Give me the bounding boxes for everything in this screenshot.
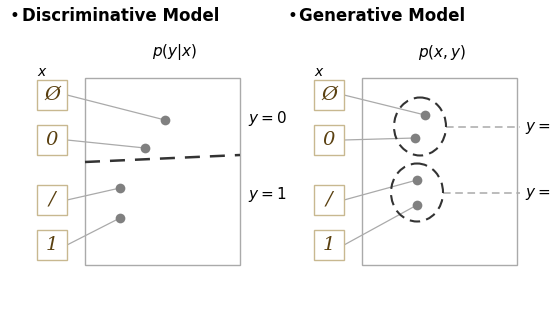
FancyBboxPatch shape — [37, 80, 67, 110]
Text: Ø: Ø — [321, 86, 337, 104]
Text: $y = 1$: $y = 1$ — [248, 185, 286, 205]
Text: Ø: Ø — [44, 86, 60, 104]
Text: $y = 0$: $y = 0$ — [525, 117, 554, 136]
Text: •: • — [287, 7, 297, 25]
FancyBboxPatch shape — [37, 230, 67, 260]
Text: $x$: $x$ — [314, 65, 324, 79]
Text: 0: 0 — [46, 131, 58, 149]
Text: •: • — [10, 7, 20, 25]
FancyBboxPatch shape — [314, 230, 344, 260]
FancyBboxPatch shape — [314, 125, 344, 155]
Text: $y = 1$: $y = 1$ — [525, 183, 554, 202]
Text: $y = 0$: $y = 0$ — [248, 108, 287, 127]
Text: /: / — [326, 191, 332, 209]
FancyBboxPatch shape — [314, 185, 344, 215]
FancyBboxPatch shape — [85, 78, 240, 265]
Text: 0: 0 — [323, 131, 335, 149]
Text: $p(y|x)$: $p(y|x)$ — [152, 42, 198, 62]
Text: $p(x, y)$: $p(x, y)$ — [418, 42, 466, 61]
Text: $x$: $x$ — [37, 65, 47, 79]
FancyBboxPatch shape — [37, 125, 67, 155]
FancyBboxPatch shape — [362, 78, 517, 265]
FancyBboxPatch shape — [37, 185, 67, 215]
Text: Generative Model: Generative Model — [299, 7, 465, 25]
Text: 1: 1 — [46, 236, 58, 254]
Text: Discriminative Model: Discriminative Model — [22, 7, 219, 25]
Text: /: / — [49, 191, 55, 209]
Text: 1: 1 — [323, 236, 335, 254]
FancyBboxPatch shape — [314, 80, 344, 110]
